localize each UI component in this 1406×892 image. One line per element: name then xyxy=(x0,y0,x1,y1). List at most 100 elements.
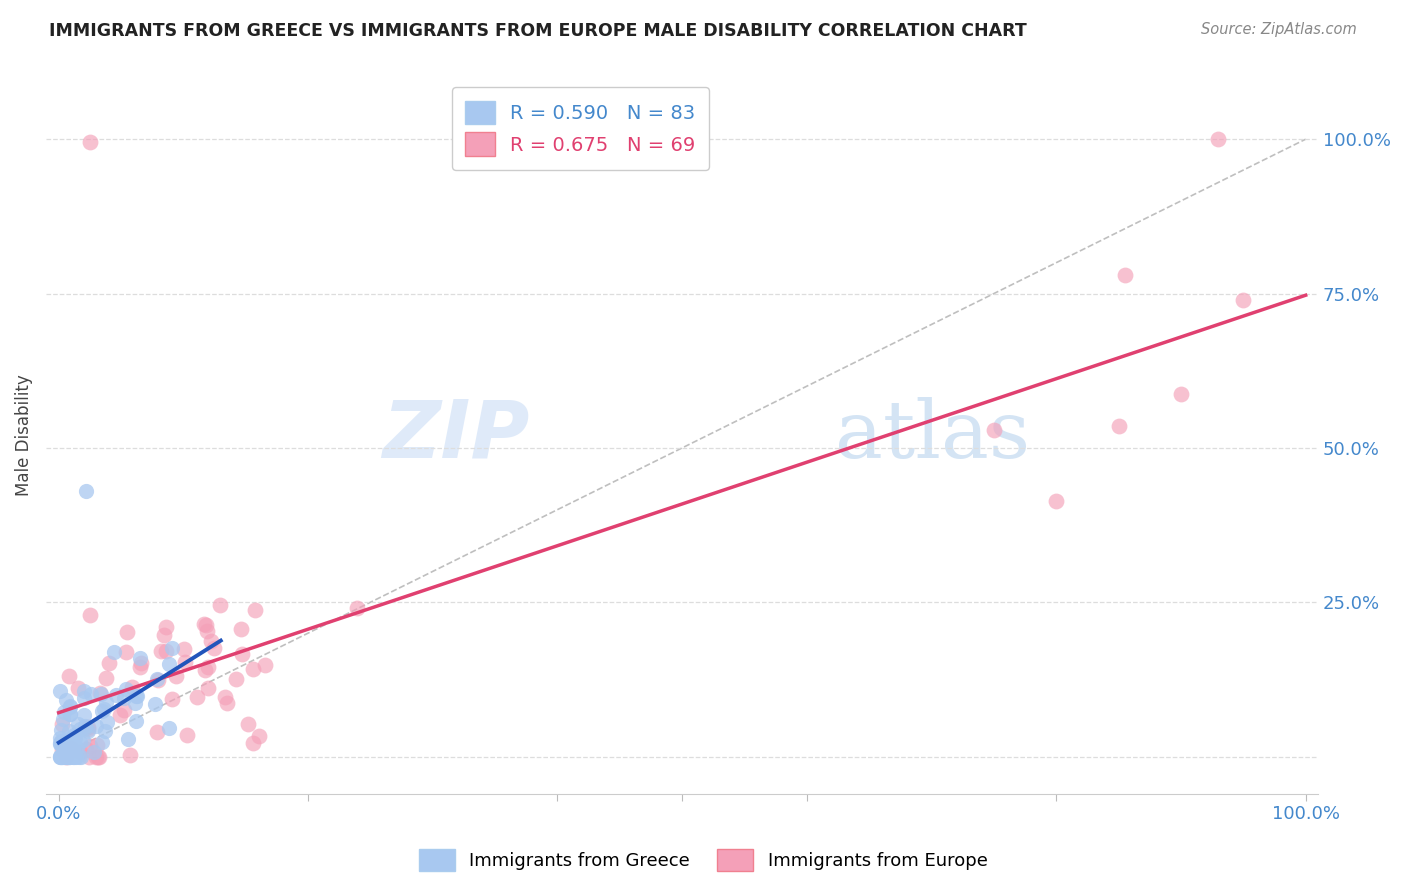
Point xyxy=(174,656,197,670)
Point xyxy=(49,749,72,764)
Point xyxy=(51,737,73,751)
Point xyxy=(90,687,112,701)
Point xyxy=(83,745,105,759)
Legend: R = 0.590   N = 83, R = 0.675   N = 69: R = 0.590 N = 83, R = 0.675 N = 69 xyxy=(451,87,709,169)
Point xyxy=(87,749,110,764)
Point xyxy=(49,749,72,764)
Point xyxy=(55,747,77,761)
Point xyxy=(62,728,84,742)
Point xyxy=(157,657,180,671)
Point xyxy=(165,669,187,683)
Point xyxy=(73,683,96,698)
Point xyxy=(58,699,80,714)
Point xyxy=(117,732,139,747)
Point xyxy=(243,603,266,617)
Point xyxy=(72,733,94,747)
Point xyxy=(75,484,97,499)
Point xyxy=(59,707,82,722)
Point xyxy=(242,662,264,676)
Point xyxy=(121,680,143,694)
Point xyxy=(62,741,84,756)
Point xyxy=(69,745,91,759)
Point xyxy=(73,719,96,733)
Point xyxy=(49,748,72,763)
Point xyxy=(148,673,170,687)
Point xyxy=(124,714,146,729)
Point xyxy=(53,742,76,756)
Point xyxy=(67,749,90,764)
Point xyxy=(983,423,1005,437)
Point xyxy=(84,749,107,764)
Point xyxy=(53,737,76,751)
Point xyxy=(249,730,271,744)
Text: Source: ZipAtlas.com: Source: ZipAtlas.com xyxy=(1201,22,1357,37)
Point xyxy=(236,717,259,731)
Point xyxy=(194,617,217,632)
Point xyxy=(49,737,72,751)
Point xyxy=(125,690,148,704)
Point xyxy=(77,749,100,764)
Text: ZIP: ZIP xyxy=(382,397,530,475)
Point xyxy=(77,723,100,737)
Point xyxy=(55,693,77,707)
Point xyxy=(346,601,368,615)
Point xyxy=(77,720,100,734)
Point xyxy=(200,633,222,648)
Point xyxy=(93,701,115,715)
Point xyxy=(91,704,114,718)
Point xyxy=(55,749,77,764)
Point xyxy=(52,712,75,726)
Point xyxy=(49,731,72,746)
Point xyxy=(193,616,215,631)
Point xyxy=(62,741,84,756)
Point xyxy=(129,660,152,674)
Point xyxy=(79,739,101,754)
Point xyxy=(49,733,72,747)
Point xyxy=(56,749,79,764)
Point xyxy=(93,724,115,739)
Point xyxy=(60,741,83,756)
Point xyxy=(75,741,97,756)
Point xyxy=(59,706,82,721)
Point xyxy=(80,687,103,701)
Point xyxy=(231,622,253,636)
Point xyxy=(145,672,167,686)
Point xyxy=(73,708,96,723)
Point xyxy=(1108,419,1130,434)
Point xyxy=(1045,494,1067,508)
Point xyxy=(55,749,77,764)
Point xyxy=(194,664,217,678)
Text: atlas: atlas xyxy=(835,397,1031,475)
Point xyxy=(58,669,80,683)
Point xyxy=(217,696,239,710)
Point xyxy=(51,723,73,737)
Point xyxy=(90,735,112,749)
Point xyxy=(231,647,253,661)
Point xyxy=(115,645,138,659)
Point xyxy=(59,736,82,750)
Point xyxy=(49,749,72,764)
Point xyxy=(197,660,219,674)
Point xyxy=(84,719,107,733)
Point xyxy=(103,645,125,659)
Point xyxy=(214,690,236,705)
Point xyxy=(69,749,91,764)
Point xyxy=(56,749,79,764)
Point xyxy=(66,741,89,756)
Point xyxy=(79,608,101,623)
Point xyxy=(160,692,183,706)
Point xyxy=(124,697,146,711)
Point xyxy=(51,716,73,731)
Point xyxy=(58,723,80,738)
Y-axis label: Male Disability: Male Disability xyxy=(15,375,32,497)
Point xyxy=(253,657,276,672)
Point xyxy=(79,135,101,149)
Point xyxy=(209,599,232,613)
Point xyxy=(152,628,174,642)
Point xyxy=(1208,132,1230,146)
Point xyxy=(52,738,75,752)
Point xyxy=(104,688,127,702)
Point xyxy=(96,714,118,729)
Point xyxy=(49,683,72,698)
Point xyxy=(97,657,120,671)
